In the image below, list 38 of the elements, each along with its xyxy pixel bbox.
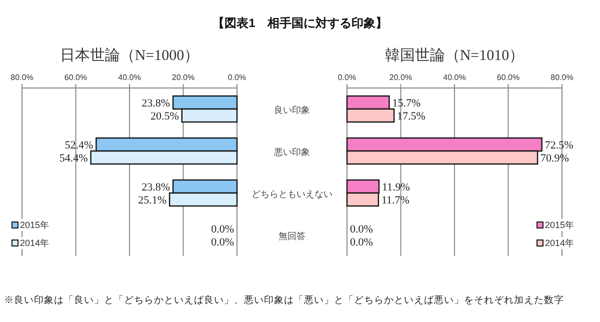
legend-label: 2014年 — [545, 238, 574, 248]
data-label: 15.7% — [392, 98, 421, 110]
x-tick-label: 0.0% — [338, 73, 356, 82]
data-label: 23.8% — [142, 182, 170, 194]
data-label: 25.1% — [138, 194, 167, 206]
x-tick-label: 20.0% — [172, 73, 195, 82]
legend-label: 2015年 — [20, 220, 50, 230]
text: 【図表1 相手国に対する印象】 — [212, 16, 388, 30]
data-label: 11.7% — [381, 194, 410, 206]
x-tick-label: 40.0% — [443, 73, 466, 82]
y-tick-label: 無回答 — [278, 231, 306, 241]
data-label: 11.9% — [382, 182, 410, 194]
legend-label: 2015年 — [545, 220, 574, 230]
x-tick-label: 40.0% — [118, 73, 141, 82]
x-tick-label: 80.0% — [550, 73, 574, 82]
data-label: 70.9% — [540, 152, 569, 164]
x-tick-label: 0.0% — [228, 73, 246, 82]
data-label: 52.4% — [64, 140, 94, 152]
chart-title: 日本世論（N=1000） — [60, 47, 200, 64]
text: ※良い印象は「良い」と「どちらかといえば良い」、悪い印象は「悪い」と「どちらかといえば悪い」をそれぞれ加えた数字 — [4, 294, 564, 306]
data-label: 54.4% — [59, 152, 88, 164]
x-tick-label: 80.0% — [10, 73, 34, 82]
y-tick-label: どちらともいえない — [252, 189, 332, 199]
legend-label: 2014年 — [20, 238, 50, 248]
x-tick-label: 60.0% — [496, 73, 520, 82]
data-label: 20.5% — [150, 110, 179, 122]
x-tick-label: 20.0% — [389, 73, 412, 82]
y-tick-label: 悪い印象 — [273, 147, 310, 157]
data-label: 0.0% — [350, 224, 373, 236]
data-label: 17.5% — [397, 110, 426, 122]
data-label: 0.0% — [211, 236, 234, 248]
data-label: 0.0% — [350, 236, 373, 248]
y-tick-label: 良い印象 — [274, 105, 310, 115]
data-label: 23.8% — [142, 98, 170, 110]
chart-title: 韓国世論（N=1010） — [384, 47, 524, 64]
x-tick-label: 60.0% — [64, 73, 88, 82]
data-label: 0.0% — [211, 224, 234, 236]
data-label: 72.5% — [544, 140, 574, 152]
